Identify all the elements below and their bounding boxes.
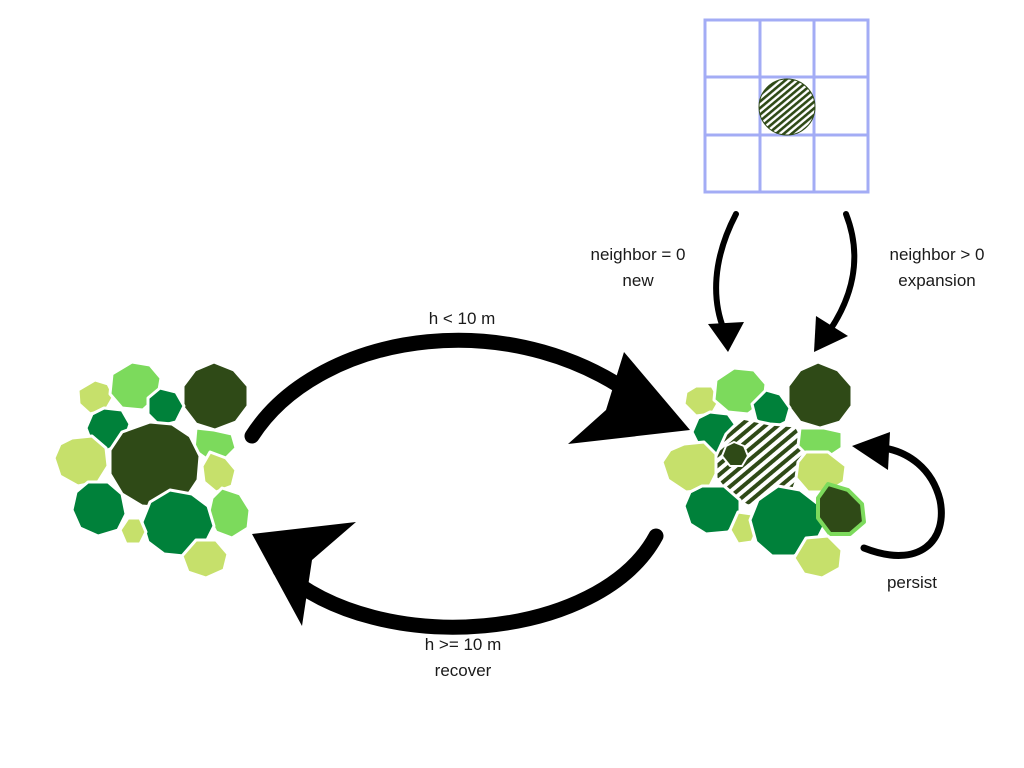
expansion-text: expansion: [898, 271, 976, 290]
crown-bright: [796, 426, 844, 458]
crown-mid: [70, 480, 128, 538]
new-condition-text: neighbor = 0: [590, 245, 686, 264]
arrow-new: [708, 211, 744, 352]
label-expansion: neighbor > 0 expansion: [870, 242, 1004, 294]
label-recover: h >= 10 m recover: [403, 632, 523, 684]
crown-small-dark: [721, 441, 749, 467]
new-text: new: [622, 271, 654, 290]
grid-center-gap-icon: [758, 78, 816, 136]
crown-mid: [682, 484, 742, 536]
crown-mid: [146, 386, 186, 428]
crown-lime: [200, 450, 238, 494]
label-persist: persist: [872, 570, 952, 596]
crown-lime: [52, 434, 110, 488]
crown-bright: [206, 486, 252, 540]
crown-lime: [118, 516, 148, 546]
recover-condition-text: h >= 10 m: [424, 635, 502, 654]
gap-transition-text: h < 10 m: [428, 309, 496, 328]
crown-dark-expansion: [816, 482, 866, 536]
crown-dark: [181, 360, 250, 432]
expansion-condition-text: neighbor > 0: [889, 245, 985, 264]
curved-arrow-gap: [244, 332, 690, 444]
crown-lime: [180, 538, 230, 580]
canopy-cluster-intact: [52, 360, 252, 580]
canopy-cluster-with-gap: [660, 360, 866, 580]
arrow-expansion: [814, 211, 858, 352]
crown-dark: [786, 360, 854, 430]
persist-text: persist: [886, 573, 938, 592]
arrow-persist: [852, 432, 945, 559]
curved-arrow-recover: [252, 522, 664, 635]
recover-text: recover: [434, 661, 492, 680]
label-gap-transition: h < 10 m: [407, 306, 517, 332]
label-new: neighbor = 0 new: [574, 242, 702, 294]
crown-lime: [792, 534, 844, 580]
neighborhood-grid: [703, 18, 870, 194]
